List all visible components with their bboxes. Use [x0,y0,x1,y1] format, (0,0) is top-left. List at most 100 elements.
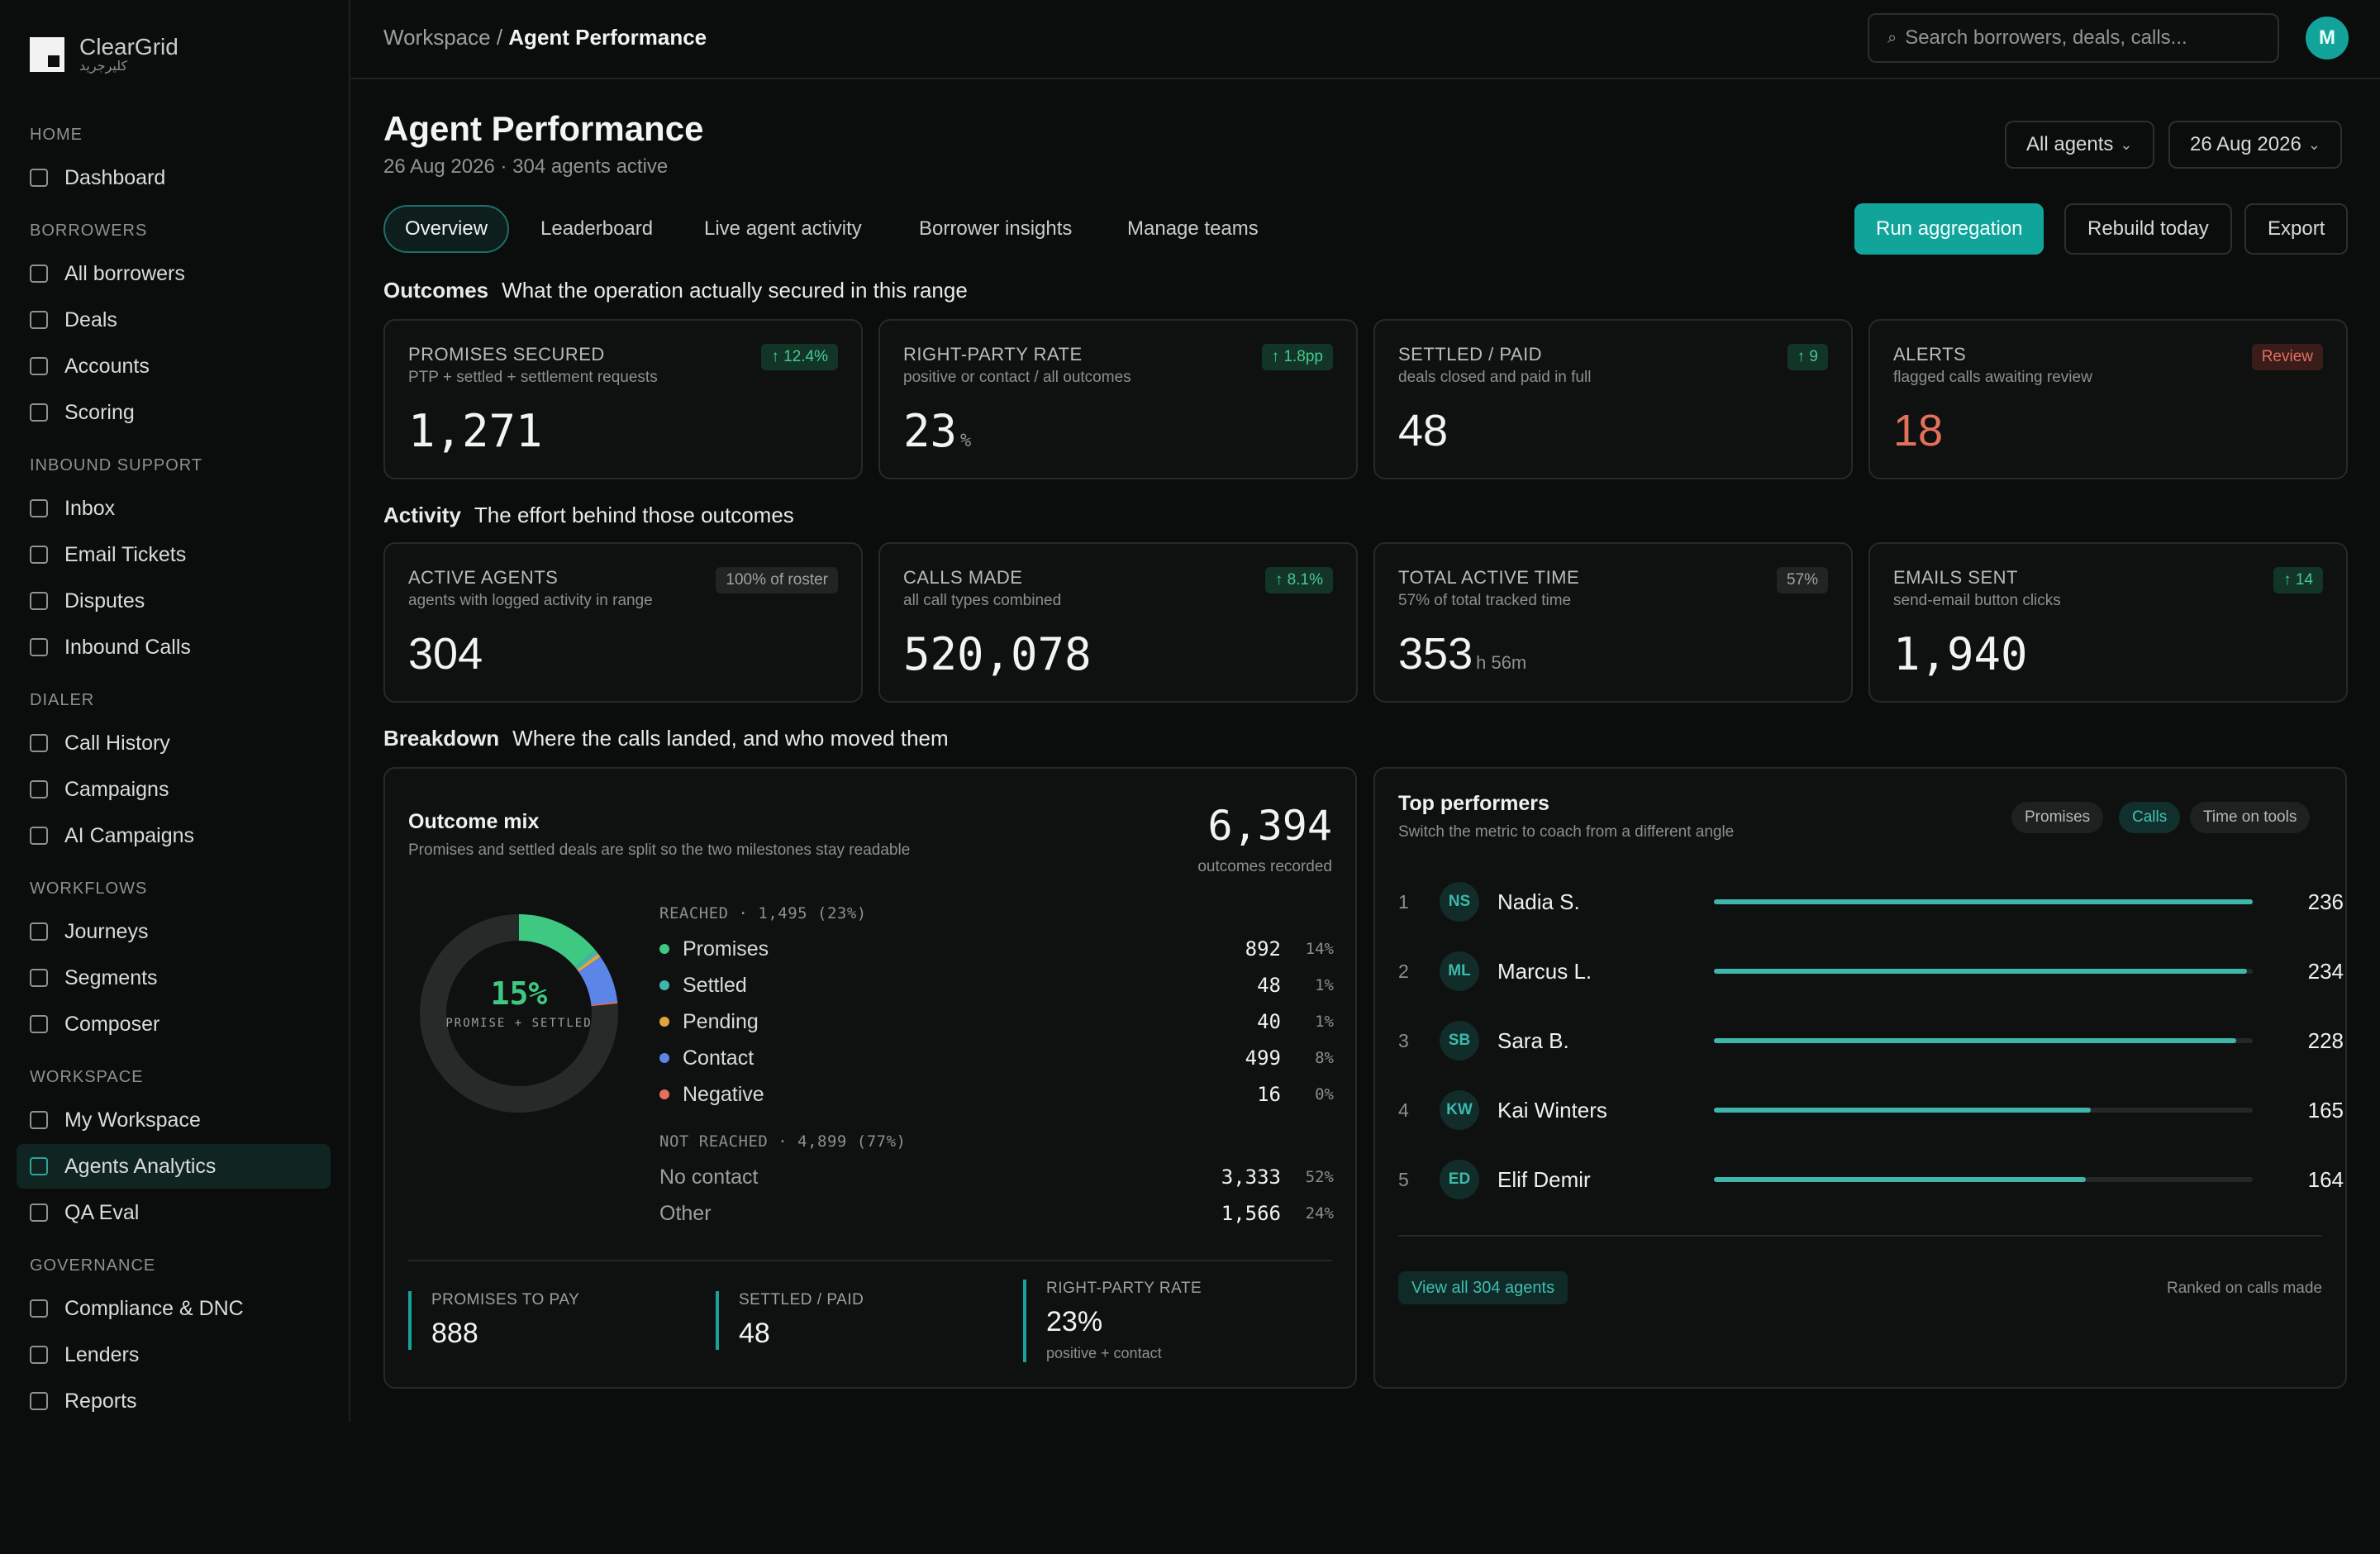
sidebar-item-inbox[interactable]: Inbox [17,486,331,531]
performer-row[interactable]: 1 NS Nadia S. 236 [1398,876,2344,927]
sidebar-item-campaigns[interactable]: Campaigns [17,767,331,812]
stat-card-emails-sent: EMAILS SENT send-email button clicks 1,9… [1868,542,2348,703]
tab-overview[interactable]: Overview [383,205,510,253]
breadcrumb-separator: / [496,25,503,50]
performer-bar-fill [1714,1177,2086,1182]
sidebar-item-label: Scoring [64,400,135,424]
outcomes-title: Outcomes [383,278,489,303]
nav-section-dialer: DIALER [30,691,95,709]
performer-bar-track [1714,969,2253,974]
stat-card-settled: SETTLED / PAID deals closed and paid in … [1373,319,1853,479]
outcome-pct: 14% [1305,940,1334,958]
tab-manage-teams[interactable]: Manage teams [1127,217,1259,240]
info-badge: 57% [1776,567,1828,593]
stat-subtitle: agents with logged activity in range [408,592,653,609]
breadcrumb-root[interactable]: Workspace [383,25,491,50]
sidebar-item-segments[interactable]: Segments [17,956,331,1000]
performer-row[interactable]: 4 KW Kai Winters 165 [1398,1084,2344,1136]
agents-filter-label: All agents [2026,133,2114,155]
export-button[interactable]: Export [2244,203,2349,255]
outcome-row-other: Other 1,566 24% [659,1197,1334,1230]
toggle-calls[interactable]: Calls [2119,802,2181,833]
sidebar-item-label: Segments [64,965,158,989]
tab-leaderboard[interactable]: Leaderboard [540,217,654,240]
stat-subtitle: 57% of total tracked time [1398,592,1572,609]
trend-badge: ↑ 1.8pp [1261,344,1333,370]
tab-borrower-insights[interactable]: Borrower insights [919,217,1073,240]
toggle-promises[interactable]: Promises [2011,802,2104,833]
trend-badge: ↑ 12.4% [761,344,838,370]
stat-subtitle: deals closed and paid in full [1398,369,1592,386]
nav-section-governance: GOVERNANCE [30,1256,156,1275]
legend-dot [659,1017,669,1027]
toggle-time-on-tools[interactable]: Time on tools [2190,802,2311,833]
sidebar-item-inbound-calls[interactable]: Inbound Calls [17,625,331,670]
sidebar-item-reports[interactable]: Reports [17,1379,331,1423]
performer-row[interactable]: 5 ED Elif Demir 164 [1398,1154,2344,1205]
stat-title: SETTLED / PAID [1398,344,1543,365]
date-filter-dropdown[interactable]: 26 Aug 2026 ⌄ [2168,121,2342,169]
view-all-agents-link[interactable]: View all 304 agents [1398,1271,1568,1304]
sidebar-item-scoring[interactable]: Scoring [17,390,331,435]
activity-desc: The effort behind those outcomes [474,503,794,527]
user-avatar[interactable]: M [2306,17,2349,60]
chevron-down-icon: ⌄ [2120,136,2133,153]
sidebar-item-my-workspace[interactable]: My Workspace [17,1098,331,1142]
sidebar-item-deals[interactable]: Deals [17,298,331,342]
sidebar-item-agents-analytics[interactable]: Agents Analytics [17,1144,331,1189]
search-input[interactable]: ⌕ Search borrowers, deals, calls... [1868,13,2279,63]
stat-subtitle: positive or contact / all outcomes [903,369,1131,386]
performer-bar-fill [1714,969,2248,974]
rebuild-today-button[interactable]: Rebuild today [2064,203,2232,255]
performer-bar-track [1714,1177,2253,1182]
sidebar-item-dashboard[interactable]: Dashboard [17,155,331,200]
sidebar-item-label: My Workspace [64,1108,201,1132]
stat-unit: % [960,431,972,451]
sidebar-item-journeys[interactable]: Journeys [17,909,331,954]
performer-rank: 2 [1398,960,1409,982]
performer-row[interactable]: 2 ML Marcus L. 234 [1398,946,2344,997]
sidebar-item-composer[interactable]: Composer [17,1002,331,1046]
sidebar-item-qa-eval[interactable]: QA Eval [17,1190,331,1235]
breadcrumb-current: Agent Performance [508,25,707,50]
outcome-value: 1,566 [1221,1202,1281,1225]
stat-card-alerts[interactable]: ALERTS flagged calls awaiting review 18 … [1868,319,2348,479]
avatar: KW [1440,1090,1479,1130]
app-logo[interactable]: ClearGrid كليرجريد [30,35,178,74]
reached-label: REACHED · 1,495 (23%) [659,904,867,922]
checkbox-icon [30,265,48,283]
logo-mark-icon [30,37,64,72]
stat-title: PROMISES SECURED [408,344,605,365]
sidebar-item-all-borrowers[interactable]: All borrowers [17,251,331,296]
not-reached-label: NOT REACHED · 4,899 (77%) [659,1132,907,1151]
breakdown-desc: Where the calls landed, and who moved th… [512,726,949,751]
page-subtitle: 26 Aug 2026 · 304 agents active [383,155,669,178]
sidebar-item-call-history[interactable]: Call History [17,721,331,765]
kpi-right-party-rate: RIGHT-PARTY RATE 23% positive + contact [1023,1280,1202,1362]
checkbox-icon [30,1111,48,1129]
kpi-subtitle: positive + contact [1046,1345,1162,1361]
sidebar-item-compliance-dnc[interactable]: Compliance & DNC [17,1286,331,1331]
sidebar-item-email-tickets[interactable]: Email Tickets [17,532,331,577]
performer-value: 234 [2307,958,2344,984]
outcome-name: Settled [683,973,747,997]
sidebar-item-ai-campaigns[interactable]: AI Campaigns [17,813,331,858]
agents-filter-dropdown[interactable]: All agents ⌄ [2005,121,2154,169]
sidebar-item-lenders[interactable]: Lenders [17,1332,331,1377]
sidebar-item-label: Journeys [64,919,149,943]
performer-row[interactable]: 3 SB Sara B. 228 [1398,1015,2344,1066]
sidebar-item-accounts[interactable]: Accounts [17,344,331,388]
tab-live-agent-activity[interactable]: Live agent activity [704,217,862,240]
kpi-settled-paid: SETTLED / PAID 48 [716,1291,864,1350]
sidebar-item-label: All borrowers [64,261,185,285]
checkbox-icon [30,1204,48,1222]
trend-badge: ↑ 14 [2273,567,2323,593]
review-badge[interactable]: Review [2251,344,2323,370]
sidebar-item-disputes[interactable]: Disputes [17,579,331,623]
outcome-row-negative: Negative 16 0% [659,1078,1334,1111]
checkbox-icon [30,1299,48,1318]
checkbox-icon [30,969,48,987]
stat-value: 1,940 [1893,628,2028,680]
outcome-value: 16 [1257,1083,1281,1106]
run-aggregation-button[interactable]: Run aggregation [1854,203,2044,255]
